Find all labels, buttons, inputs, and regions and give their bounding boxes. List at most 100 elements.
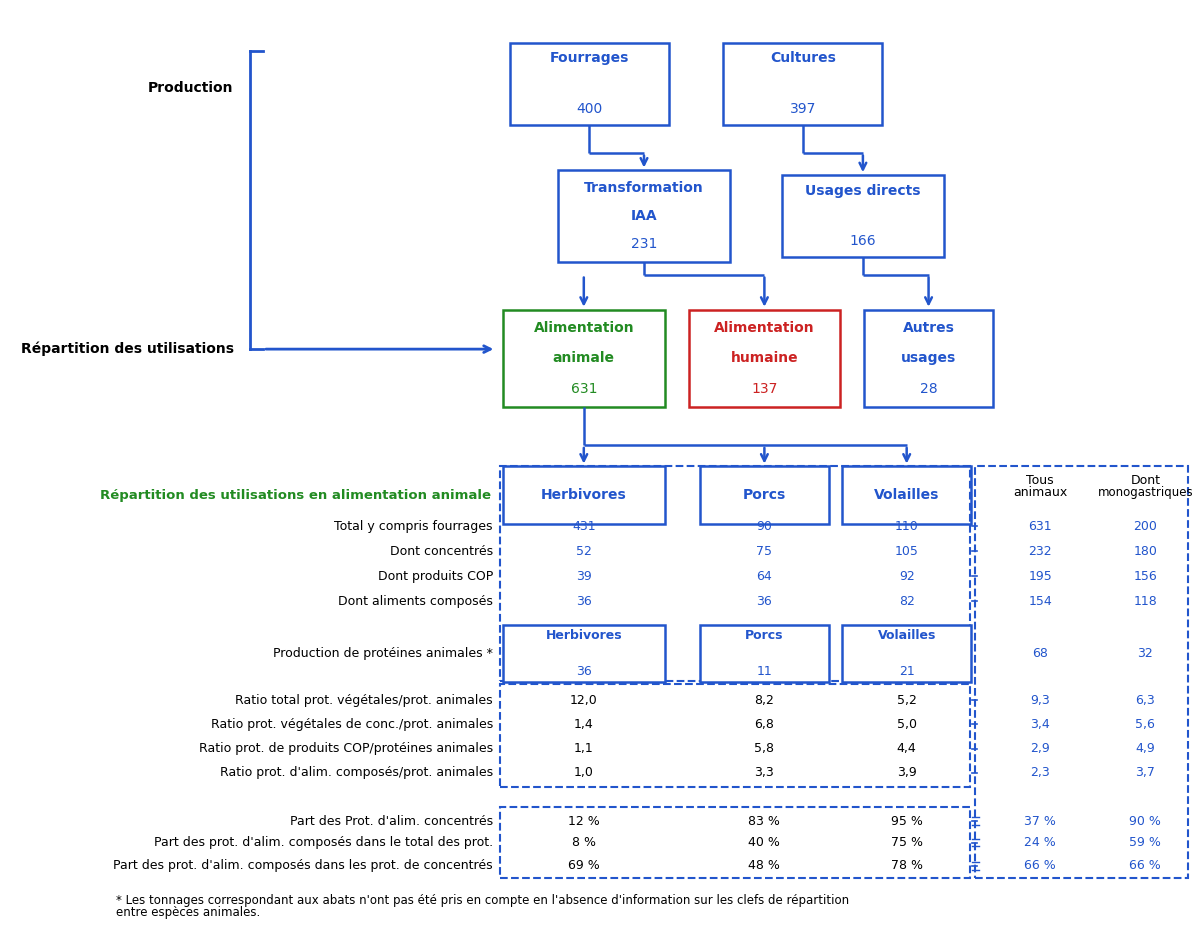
Text: 48 %: 48 % [749,859,780,872]
Text: 5,8: 5,8 [755,742,774,755]
Text: 24 %: 24 % [1025,836,1056,849]
FancyBboxPatch shape [864,309,994,408]
Text: Alimentation: Alimentation [714,321,815,335]
Text: Part des prot. d'alim. composés dans les prot. de concentrés: Part des prot. d'alim. composés dans les… [113,859,493,872]
Text: animaux: animaux [1013,486,1067,499]
Text: entre espèces animales.: entre espèces animales. [116,906,260,919]
Text: 3,7: 3,7 [1135,766,1156,779]
Text: 90 %: 90 % [1129,815,1162,828]
Text: Part des prot. d'alim. composés dans le total des prot.: Part des prot. d'alim. composés dans le … [154,836,493,849]
Text: 2,3: 2,3 [1031,766,1050,779]
Text: 8,2: 8,2 [755,694,774,707]
FancyBboxPatch shape [842,625,971,682]
Text: 37 %: 37 % [1025,815,1056,828]
Text: 1,0: 1,0 [574,766,594,779]
Text: Dont: Dont [1130,474,1160,487]
Text: 397: 397 [790,102,816,116]
Text: 83 %: 83 % [749,815,780,828]
FancyBboxPatch shape [842,466,971,524]
Text: 1,1: 1,1 [574,742,594,755]
FancyBboxPatch shape [503,466,665,524]
Text: Autres: Autres [902,321,954,335]
Text: 3,3: 3,3 [755,766,774,779]
Text: 5,0: 5,0 [896,718,917,731]
Text: Herbivores: Herbivores [546,629,622,642]
FancyBboxPatch shape [700,466,829,524]
Text: Dont aliments composés: Dont aliments composés [338,595,493,608]
Text: 154: 154 [1028,595,1052,608]
Text: Tous: Tous [1026,474,1054,487]
FancyBboxPatch shape [503,625,665,682]
Text: Production de protéines animales *: Production de protéines animales * [274,647,493,660]
Text: IAA: IAA [631,209,658,223]
Text: 4,4: 4,4 [896,742,917,755]
Text: 105: 105 [895,545,919,558]
Text: 4,9: 4,9 [1135,742,1156,755]
Text: Porcs: Porcs [743,488,786,503]
Text: 195: 195 [1028,570,1052,583]
Text: 11: 11 [756,665,773,678]
Text: 166: 166 [850,235,876,249]
Text: 82: 82 [899,595,914,608]
Text: 75 %: 75 % [890,836,923,849]
Text: Volailles: Volailles [877,629,936,642]
Text: 180: 180 [1133,545,1157,558]
Text: Usages directs: Usages directs [805,183,920,197]
Text: 631: 631 [1028,519,1052,533]
Text: 21: 21 [899,665,914,678]
Text: 9,3: 9,3 [1031,694,1050,707]
Text: Répartition des utilisations: Répartition des utilisations [20,342,234,357]
FancyBboxPatch shape [782,175,944,257]
Text: 156: 156 [1134,570,1157,583]
FancyBboxPatch shape [689,309,840,408]
Text: Porcs: Porcs [745,629,784,642]
Text: 66 %: 66 % [1129,859,1162,872]
Text: 66 %: 66 % [1025,859,1056,872]
Text: 3,9: 3,9 [896,766,917,779]
Text: 92: 92 [899,570,914,583]
Text: Ratio prot. d'alim. composés/prot. animales: Ratio prot. d'alim. composés/prot. anima… [220,766,493,779]
Text: 95 %: 95 % [890,815,923,828]
Text: 200: 200 [1133,519,1157,533]
Text: 231: 231 [631,237,658,251]
FancyBboxPatch shape [503,309,665,408]
Text: 12 %: 12 % [568,815,600,828]
FancyBboxPatch shape [558,170,731,262]
Text: Alimentation: Alimentation [534,321,634,335]
Text: 59 %: 59 % [1129,836,1162,849]
Text: Part des Prot. d'alim. concentrés: Part des Prot. d'alim. concentrés [290,815,493,828]
Text: 232: 232 [1028,545,1052,558]
Text: Répartition des utilisations en alimentation animale: Répartition des utilisations en alimenta… [100,489,491,502]
Text: 36: 36 [576,665,592,678]
Text: 6,8: 6,8 [755,718,774,731]
Text: Fourrages: Fourrages [550,51,629,65]
Text: 78 %: 78 % [890,859,923,872]
Text: humaine: humaine [731,351,798,366]
Text: 36: 36 [576,595,592,608]
Text: 6,3: 6,3 [1135,694,1156,707]
Text: Transformation: Transformation [584,181,704,195]
Text: usages: usages [901,351,956,366]
Text: 75: 75 [756,545,773,558]
Text: 118: 118 [1134,595,1157,608]
Text: 68: 68 [1032,647,1048,660]
Text: 52: 52 [576,545,592,558]
Text: Cultures: Cultures [769,51,835,65]
Text: 431: 431 [572,519,595,533]
Text: 1,4: 1,4 [574,718,594,731]
Text: 137: 137 [751,382,778,396]
Text: monogastriques: monogastriques [1098,486,1193,499]
Text: 3,4: 3,4 [1031,718,1050,731]
Text: Total y compris fourrages: Total y compris fourrages [335,519,493,533]
FancyBboxPatch shape [724,43,882,125]
Text: 2,9: 2,9 [1031,742,1050,755]
Text: 12,0: 12,0 [570,694,598,707]
Text: 110: 110 [895,519,918,533]
Text: 40 %: 40 % [749,836,780,849]
Text: Ratio prot. végétales de conc./prot. animales: Ratio prot. végétales de conc./prot. ani… [211,718,493,731]
Text: animale: animale [553,351,614,366]
FancyBboxPatch shape [700,625,829,682]
Text: 32: 32 [1138,647,1153,660]
Text: Volailles: Volailles [874,488,940,503]
Text: Ratio prot. de produits COP/protéines animales: Ratio prot. de produits COP/protéines an… [199,742,493,755]
